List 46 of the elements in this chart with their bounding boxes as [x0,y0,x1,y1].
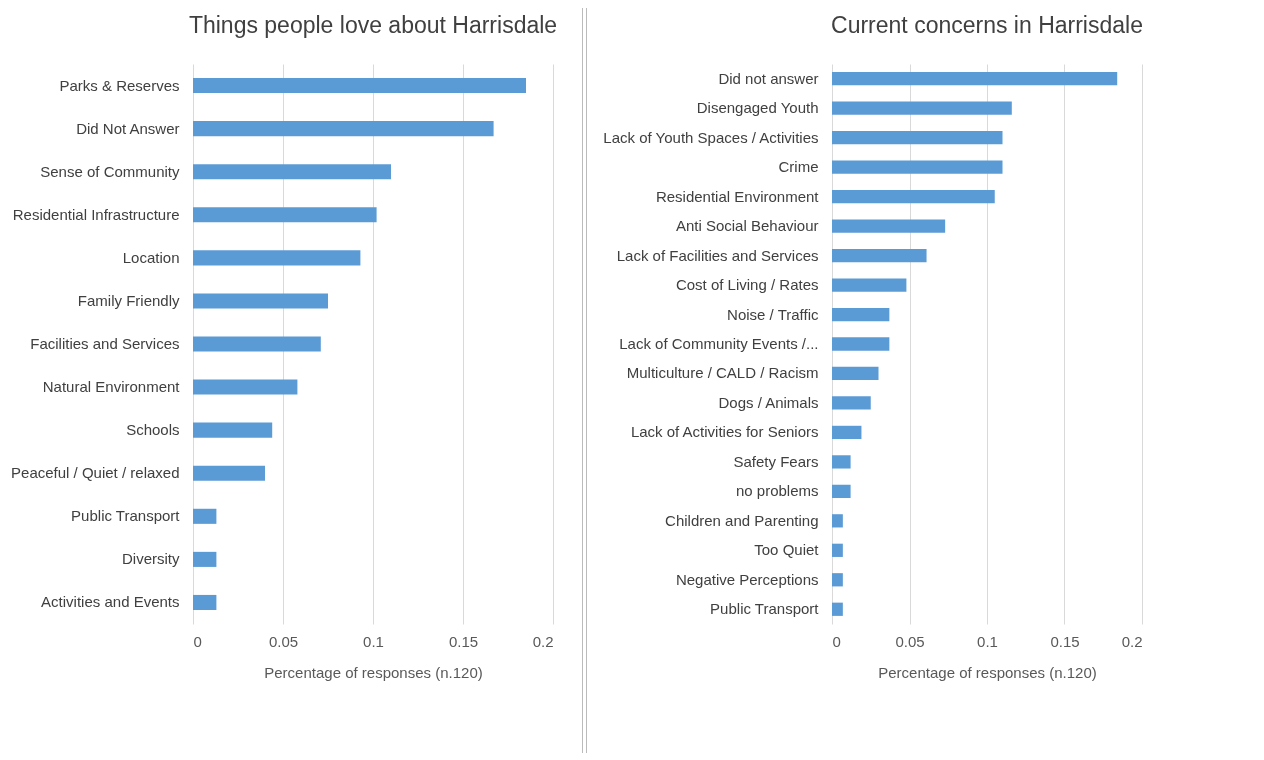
y-tick-label: Safety Fears [733,452,819,470]
chart-title: Things people love about Harrisdale [188,12,558,38]
x-tick-label: 0.2 [532,632,554,650]
y-tick-label: Noise / Traffic [727,305,819,323]
y-tick-label: Disengaged Youth [696,99,819,117]
y-tick-label: Residential Infrastructure [12,205,180,223]
y-tick-label: Location [122,248,180,266]
y-tick-label: Too Quiet [754,541,820,559]
x-tick-label: 0.05 [895,632,925,650]
y-tick-label: Children and Parenting [665,511,819,529]
y-tick-label: Multiculture / CALD / Racism [626,364,819,382]
y-tick-label: Did not answer [718,69,819,87]
y-tick-label: Natural Environment [42,378,181,396]
x-tick-label: 0.15 [448,632,479,650]
x-tick-label: 0.1 [977,632,998,650]
x-tick-label: 0.2 [1121,632,1143,650]
y-tick-label: Peaceful / Quiet / relaxed [11,464,180,482]
y-tick-label: Lack of Youth Spaces / Activities [603,128,819,146]
x-tick-label: 0.15 [1050,632,1080,650]
y-tick-label: Anti Social Behaviour [675,217,819,235]
y-tick-label: Lack of Facilities and Services [616,246,819,264]
x-axis-title: Percentage of responses (n.120) [878,663,1097,681]
y-tick-label: Lack of Community Events /... [619,335,819,352]
y-tick-label: Public Transport [710,600,820,618]
y-tick-label: Parks & Reserves [59,76,180,94]
y-tick-label: Did Not Answer [76,119,180,137]
y-tick-label: Facilities and Services [30,335,180,352]
y-tick-label: Negative Perceptions [675,570,819,588]
x-axis-title: Percentage of responses (n.120) [264,663,483,681]
x-tick-label: 0.1 [363,632,384,650]
y-tick-label: Public Transport [71,507,181,525]
y-tick-label: Crime [778,158,819,176]
y-tick-label: Diversity [121,550,180,568]
x-tick-label: 0 [193,632,202,650]
y-tick-label: Lack of Activities for Seniors [630,423,819,441]
y-tick-label: Family Friendly [77,291,180,309]
y-tick-label: no problems [735,482,819,500]
y-tick-label: Sense of Community [40,162,180,180]
y-tick-label: Residential Environment [655,187,820,205]
y-tick-label: Activities and Events [41,593,180,611]
y-tick-label: Cost of Living / Rates [675,276,819,294]
x-tick-label: 0 [832,632,841,650]
y-tick-label: Dogs / Animals [718,393,819,411]
chart-title: Current concerns in Harrisdale [831,12,1143,38]
x-tick-label: 0.05 [268,632,299,650]
y-tick-label: Schools [126,421,180,439]
